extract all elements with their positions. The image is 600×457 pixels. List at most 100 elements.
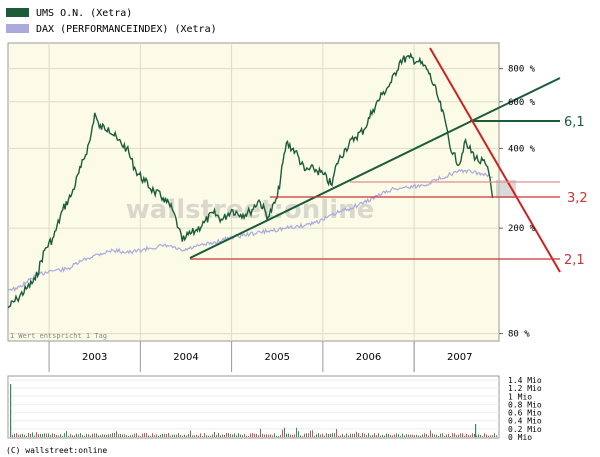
volume-bar bbox=[84, 435, 85, 437]
volume-bar bbox=[296, 427, 297, 437]
trendline-support bbox=[189, 77, 561, 259]
volume-bar bbox=[374, 433, 375, 437]
volume-bar bbox=[104, 434, 105, 437]
volume-bar bbox=[475, 424, 477, 437]
volume-bar bbox=[362, 432, 363, 437]
volume-bar bbox=[124, 434, 125, 437]
volume-bar bbox=[390, 434, 391, 437]
volume-bar bbox=[322, 433, 323, 437]
volume-tick-label: 0.8 Mio bbox=[508, 400, 542, 409]
volume-bar bbox=[26, 435, 27, 437]
volume-bar bbox=[378, 433, 379, 437]
volume-tick-label: 0.4 Mio bbox=[508, 417, 542, 426]
volume-bar bbox=[216, 434, 217, 437]
volume-bar bbox=[10, 384, 12, 437]
volume-bar bbox=[76, 433, 77, 437]
volume-bar bbox=[398, 434, 399, 437]
volume-bar bbox=[128, 435, 129, 437]
volume-bar bbox=[332, 433, 333, 437]
volume-bar bbox=[162, 433, 163, 437]
volume-bar bbox=[30, 434, 31, 437]
volume-bar bbox=[352, 433, 353, 437]
volume-bar bbox=[258, 435, 259, 437]
annotation-6-1: 6,1 bbox=[564, 115, 585, 130]
volume-bar bbox=[418, 435, 419, 437]
volume-bar bbox=[44, 433, 45, 437]
volume-bar bbox=[422, 434, 423, 437]
volume-bar bbox=[22, 433, 23, 437]
volume-bar bbox=[440, 433, 441, 437]
volume-bar bbox=[436, 434, 437, 437]
volume-bar bbox=[68, 435, 69, 437]
volume-bar bbox=[294, 434, 295, 437]
volume-bar bbox=[406, 434, 407, 437]
volume-bar bbox=[196, 434, 197, 437]
volume-bar bbox=[328, 434, 329, 437]
volume-bar bbox=[400, 435, 401, 437]
volume-bar bbox=[18, 434, 19, 437]
volume-bar bbox=[356, 431, 357, 437]
volume-bar bbox=[116, 431, 117, 437]
volume-bar bbox=[290, 434, 291, 437]
volume-bar bbox=[54, 433, 55, 437]
volume-bar bbox=[232, 434, 233, 437]
volume-bar bbox=[266, 434, 267, 437]
volume-bar bbox=[170, 435, 171, 437]
volume-bar bbox=[364, 433, 365, 437]
copyright: (C) wallstreet:online bbox=[6, 446, 107, 455]
volume-bar bbox=[286, 433, 287, 437]
volume-bar bbox=[110, 434, 111, 437]
volume-bar bbox=[46, 433, 47, 437]
volume-bar bbox=[120, 434, 121, 437]
volume-bar bbox=[430, 430, 431, 437]
volume-bar bbox=[100, 434, 101, 437]
volume-bar bbox=[80, 433, 81, 437]
volume-bar bbox=[280, 435, 281, 437]
volume-bar bbox=[354, 433, 355, 437]
volume-bar bbox=[270, 434, 271, 437]
volume-bar bbox=[278, 435, 279, 437]
volume-bar bbox=[342, 433, 343, 437]
volume-bar bbox=[32, 432, 33, 437]
volume-bar bbox=[228, 433, 229, 437]
volume-bar bbox=[78, 434, 79, 437]
volume-bar bbox=[396, 433, 397, 437]
volume-bar bbox=[262, 433, 263, 437]
volume-bar bbox=[74, 435, 75, 437]
volume-bar bbox=[492, 435, 493, 437]
volume-bar bbox=[226, 433, 227, 437]
volume-bar bbox=[320, 434, 321, 437]
volume-bar bbox=[488, 435, 489, 437]
volume-bar bbox=[48, 433, 49, 437]
annotation-2-1: 2,1 bbox=[564, 253, 585, 268]
volume-bar bbox=[348, 435, 349, 437]
volume-bar bbox=[466, 433, 467, 437]
volume-bar bbox=[242, 435, 243, 437]
y-tick-label: 80 % bbox=[508, 330, 530, 340]
volume-bar bbox=[434, 434, 435, 437]
volume-bar bbox=[60, 434, 61, 437]
y-axis-labels: 80 % 200 % 400 % 600 % 800 % bbox=[508, 65, 536, 340]
volume-bar bbox=[444, 435, 445, 437]
annotation-3-2: 3,2 bbox=[567, 191, 588, 206]
y-tick-label: 200 % bbox=[508, 224, 536, 234]
volume-bar bbox=[432, 433, 433, 437]
volume-bar bbox=[330, 433, 331, 437]
x-tick-label: 2004 bbox=[173, 352, 198, 363]
trendline-resistance bbox=[429, 47, 561, 273]
volume-bar bbox=[246, 435, 247, 437]
volume-bar bbox=[62, 435, 63, 437]
volume-tick-label: 0 Mio bbox=[508, 433, 532, 442]
volume-bar bbox=[72, 435, 73, 437]
volume-bar bbox=[186, 435, 187, 437]
volume-bar bbox=[118, 434, 119, 437]
volume-bar bbox=[150, 435, 151, 437]
volume-bar bbox=[136, 433, 137, 437]
volume-bar bbox=[58, 435, 59, 437]
volume-bar bbox=[302, 435, 303, 437]
volume-bar bbox=[90, 435, 91, 437]
volume-bar bbox=[334, 433, 335, 437]
volume-tick-label: 0.2 Mio bbox=[508, 425, 542, 434]
volume-bar bbox=[40, 433, 41, 437]
